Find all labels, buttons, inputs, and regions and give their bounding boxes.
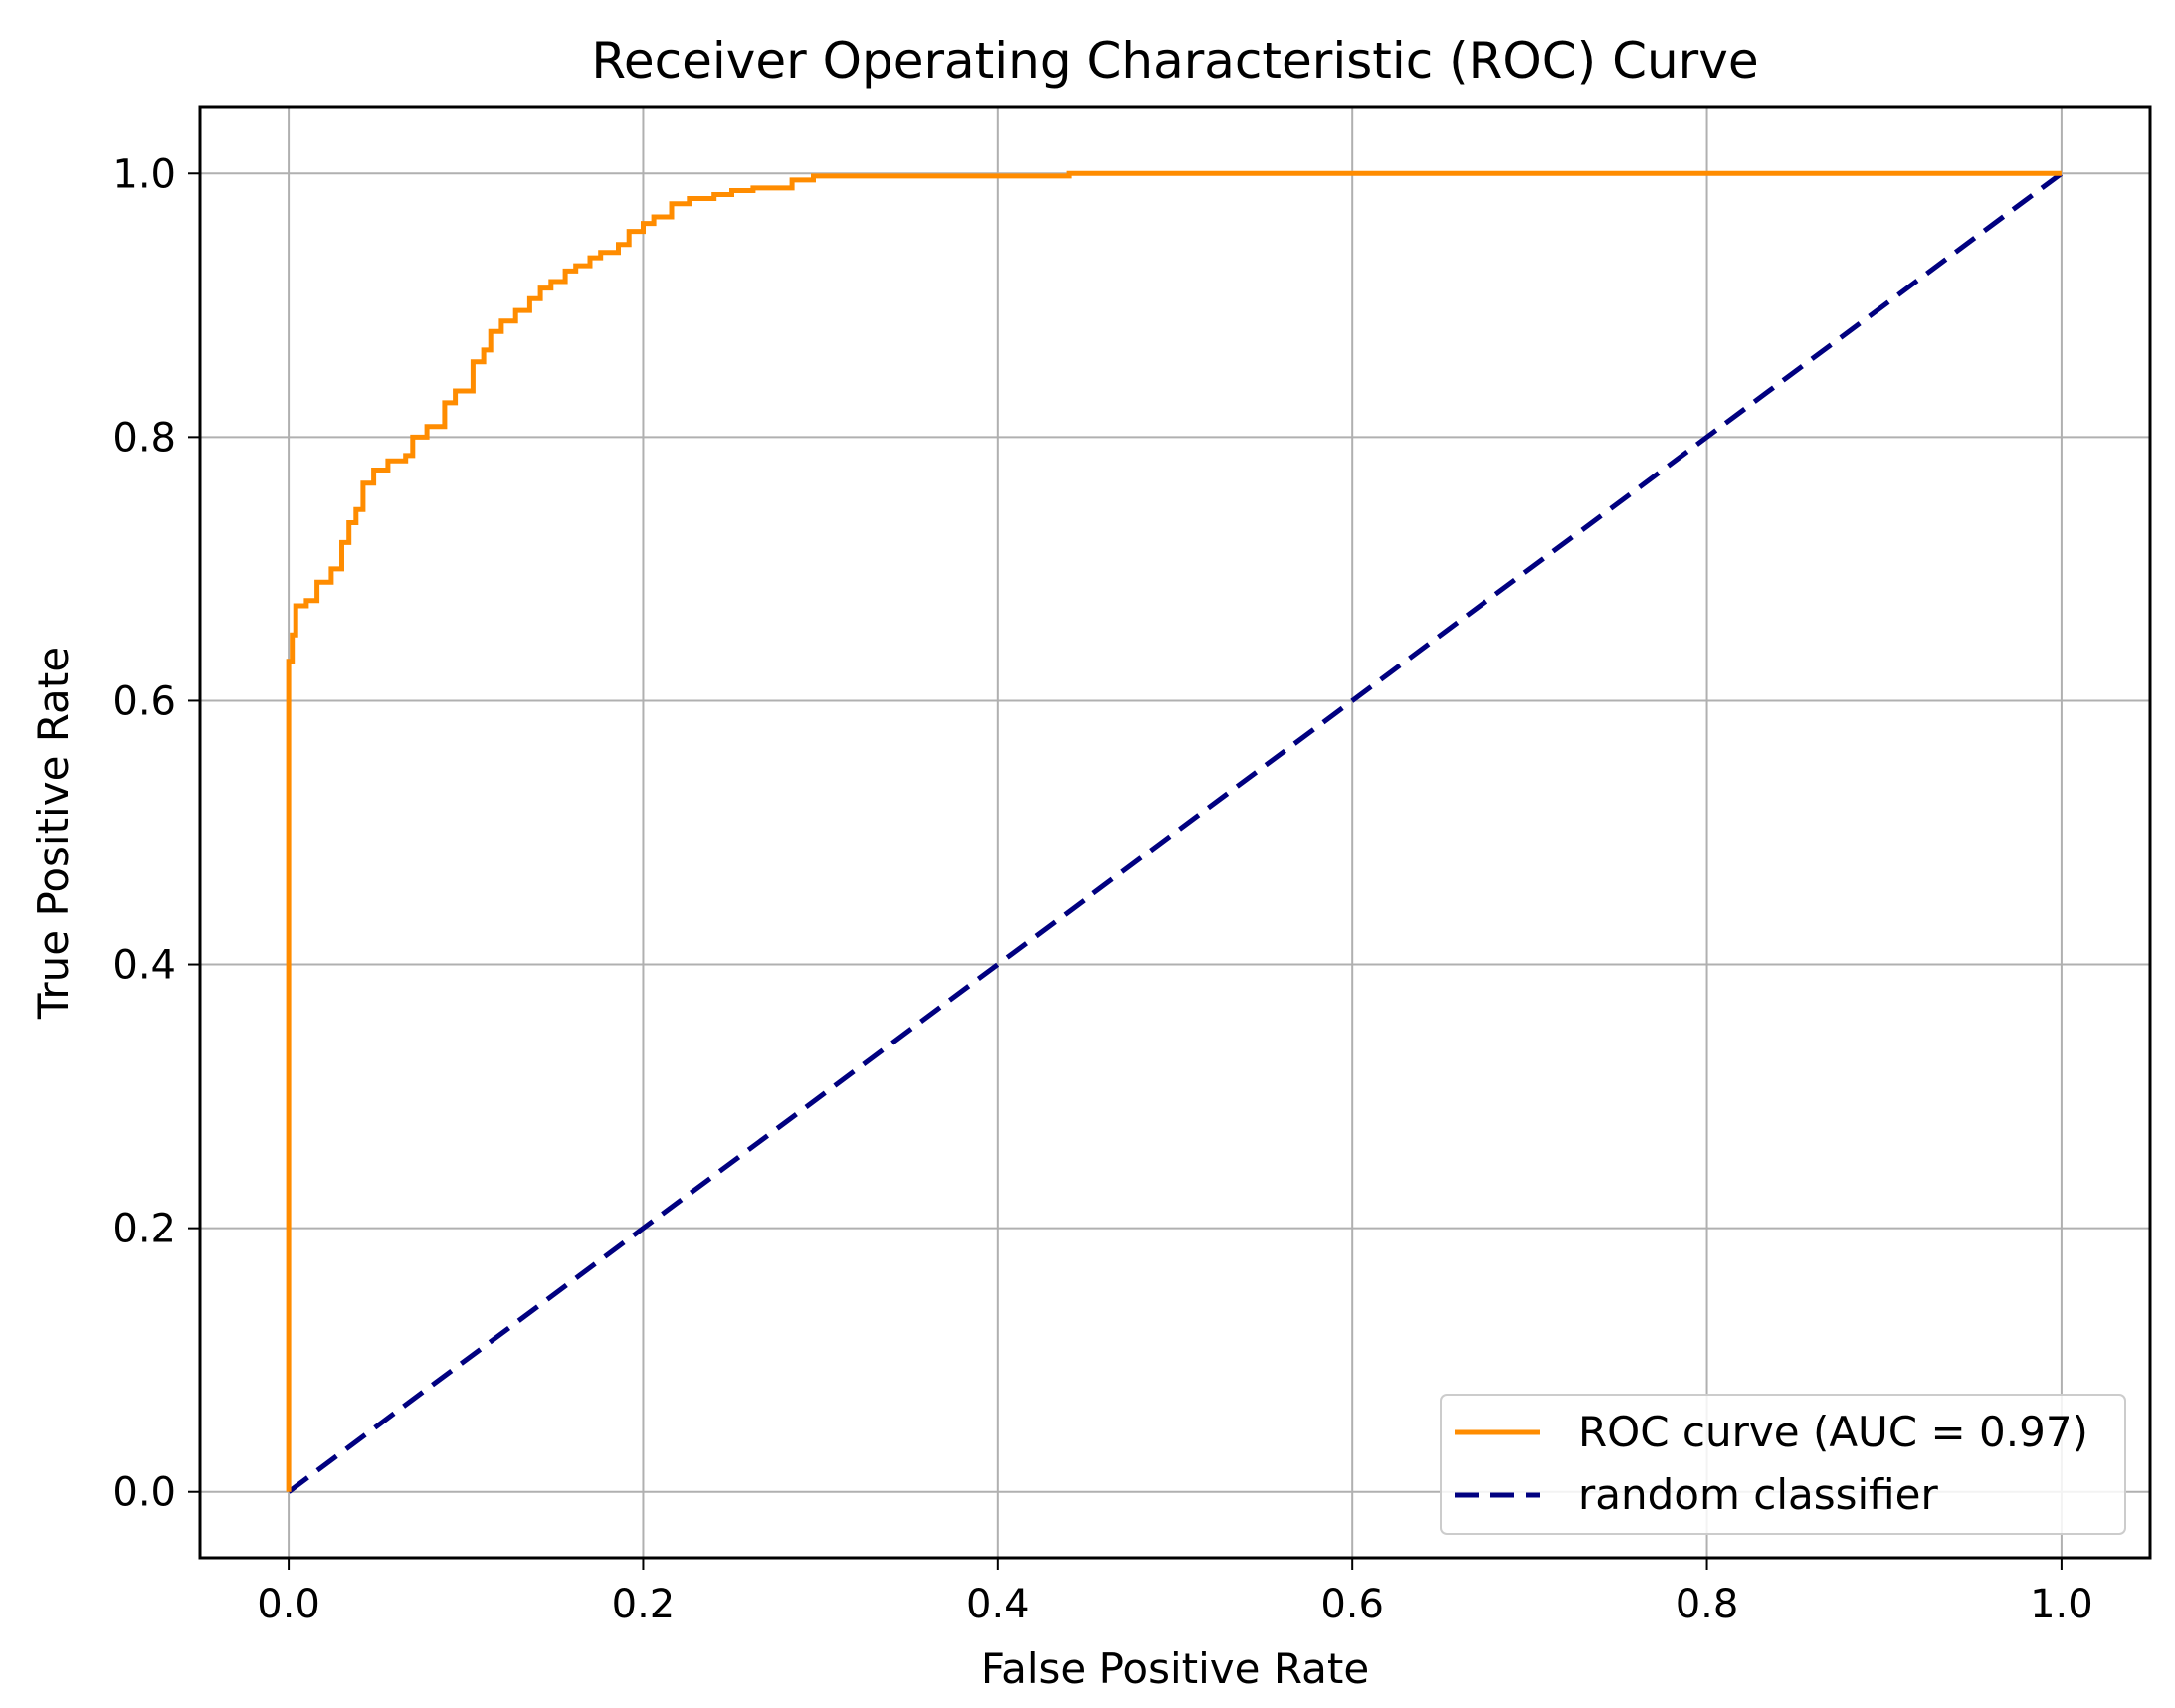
legend-box xyxy=(1440,1394,2126,1535)
legend-label-random-classifier: random classifier xyxy=(1578,1470,1938,1519)
x-tick-label: 0.4 xyxy=(966,1582,1030,1627)
x-tick-label: 0.6 xyxy=(1320,1582,1384,1627)
y-tick-label: 0.0 xyxy=(112,1470,176,1516)
roc-curve-line xyxy=(286,170,2062,1492)
legend-label-roc-curve: ROC curve (AUC = 0.97) xyxy=(1578,1408,2088,1456)
x-axis-title: False Positive Rate xyxy=(981,1644,1369,1693)
plot-area-frame xyxy=(198,105,2152,1560)
y-tick-label: 0.6 xyxy=(112,678,176,724)
y-tick-label: 0.8 xyxy=(112,415,176,461)
y-tick-label: 0.2 xyxy=(112,1207,176,1252)
y-tick-label: 0.4 xyxy=(112,943,176,989)
grid-lines xyxy=(200,107,2150,1558)
y-tick-label: 1.0 xyxy=(112,151,176,197)
series-group xyxy=(286,170,2064,1494)
x-tick-label: 0.0 xyxy=(257,1582,320,1627)
y-axis-title: True Positive Rate xyxy=(29,647,78,1020)
random-classifier-line xyxy=(287,171,2064,1494)
x-tick-label: 0.2 xyxy=(612,1582,676,1627)
x-tick-label: 1.0 xyxy=(2030,1582,2093,1627)
chart-title: Receiver Operating Characteristic (ROC) … xyxy=(591,32,1758,90)
axis-ticks: 0.0 0.2 0.4 0.6 0.8 1.0 0.0 0.2 0.4 0.6 0.8 1.0 xyxy=(112,151,2092,1627)
x-tick-label: 0.8 xyxy=(1676,1582,1739,1627)
legend: ROC curve (AUC = 0.97) random classifier xyxy=(1440,1394,2126,1535)
